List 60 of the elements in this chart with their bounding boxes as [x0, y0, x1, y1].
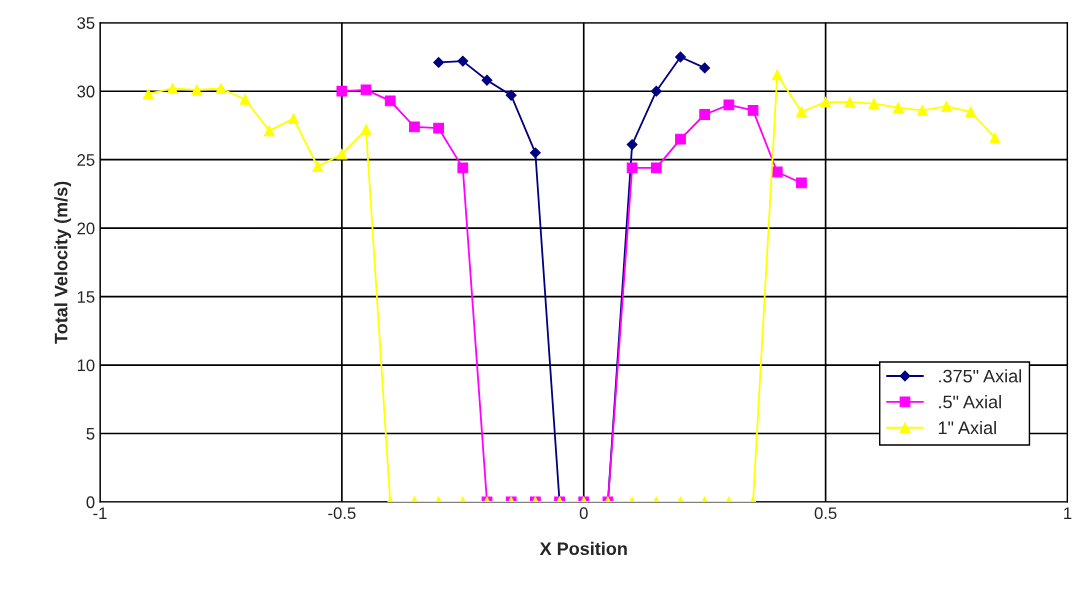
point: [360, 124, 372, 135]
point: [263, 125, 275, 137]
x-tick-label: 0: [579, 507, 588, 520]
y-tick-label: 25: [77, 154, 95, 166]
x-axis-title: X Position: [539, 541, 627, 556]
point: [675, 133, 686, 145]
y-tick-label: 20: [77, 222, 95, 235]
point: [215, 83, 227, 94]
point: [457, 55, 469, 67]
point: [239, 94, 251, 105]
point: [409, 121, 420, 133]
x-tick-label: -0.5: [328, 507, 356, 520]
point: [868, 98, 880, 109]
y-tick-label: 30: [77, 85, 95, 98]
point: [916, 105, 928, 116]
legend-label: .5" Axial: [939, 395, 1001, 409]
point: [505, 89, 517, 101]
y-tick-label: 15: [77, 291, 95, 303]
point: [336, 85, 348, 97]
point: [844, 96, 856, 108]
y-tick-label: 10: [77, 359, 95, 372]
y-tick-label: 35: [77, 17, 95, 29]
point: [481, 74, 493, 86]
point: [989, 132, 1001, 144]
x-tick-label: -1: [93, 507, 107, 519]
point: [699, 62, 711, 74]
point: [457, 162, 469, 174]
point: [626, 139, 638, 151]
point: [142, 88, 154, 100]
legend-label: .375" Axial: [939, 369, 1022, 383]
point: [191, 84, 203, 96]
point: [167, 83, 178, 94]
point: [965, 106, 977, 118]
point: [312, 161, 324, 172]
point: [529, 147, 541, 159]
point: [336, 148, 348, 160]
point: [384, 95, 396, 107]
point: [650, 162, 662, 174]
point: [892, 102, 904, 114]
legend-label: 1" Axial: [938, 420, 996, 435]
point: [723, 99, 735, 111]
point: [747, 105, 759, 116]
point: [288, 113, 299, 124]
y-tick-label: 5: [86, 428, 95, 440]
point: [650, 85, 662, 97]
point: [771, 166, 783, 178]
y-axis-title: Total Velocity (m/s): [54, 181, 72, 344]
point: [796, 177, 807, 189]
point: [433, 57, 445, 68]
point: [941, 100, 952, 112]
point: [675, 51, 686, 63]
y-tick-label: 0: [86, 496, 95, 509]
point: [820, 96, 831, 108]
point: [796, 106, 807, 118]
point: [360, 84, 372, 96]
x-tick-label: 0.5: [814, 507, 837, 520]
x-tick-label: 1: [1064, 507, 1072, 519]
point: [771, 69, 783, 81]
point: [433, 122, 444, 134]
point: [699, 109, 711, 120]
